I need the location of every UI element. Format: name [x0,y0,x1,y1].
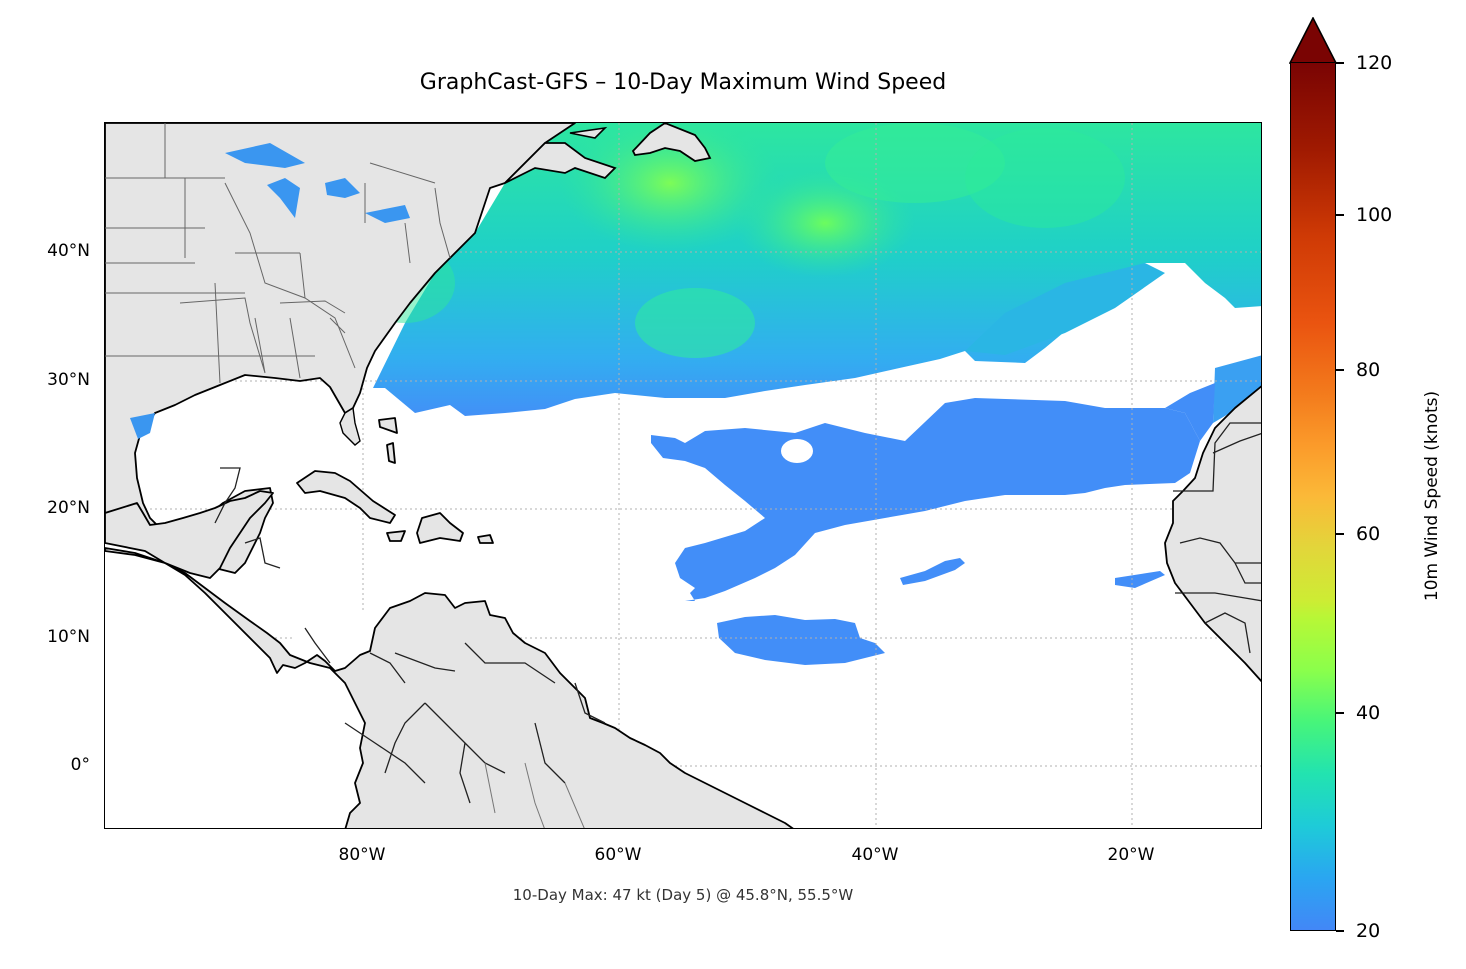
colorbar-tick-40 [1336,712,1344,714]
colorbar-tick-20 [1336,930,1344,932]
colorbar-label-100: 100 [1356,204,1393,226]
land-west-africa [1164,385,1261,683]
caribbean-islands [296,417,494,544]
land-north-america [105,123,712,574]
colorbar-label-60: 60 [1356,523,1381,545]
wind-speed-map [105,123,1261,828]
gridlines [105,123,1261,828]
storm-track-field [355,123,1261,423]
x-tick-80w: 80°W [338,845,386,865]
x-tick-40w: 40°W [851,845,899,865]
colorbar-label-40: 40 [1356,702,1381,724]
colorbar-title: 10m Wind Speed (knots) [1422,390,1442,602]
land-central-south-america [105,467,794,828]
colorbar-extend-arrow [1289,17,1337,64]
colorbar-tick-80 [1336,369,1344,371]
y-tick-30n: 30°N [47,370,90,390]
trade-wind-field [651,383,1215,665]
x-tick-20w: 20°W [1107,845,1155,865]
colorbar-label-20: 20 [1356,920,1381,942]
max-wind-annotation: 10-Day Max: 47 kt (Day 5) @ 45.8°N, 55.5… [512,886,854,904]
y-tick-20n: 20°N [47,498,90,518]
x-tick-60w: 60°W [594,845,642,865]
y-tick-10n: 10°N [47,627,90,647]
colorbar-tick-100 [1336,214,1344,216]
chart-title: GraphCast-GFS – 10-Day Maximum Wind Spee… [419,70,947,95]
colorbar [1290,62,1336,931]
y-tick-0: 0° [70,755,90,775]
colorbar-label-80: 80 [1356,359,1381,381]
colorbar-tick-60 [1336,533,1344,535]
map-panel [104,122,1262,829]
colorbar-label-120: 120 [1356,52,1393,74]
colorbar-tick-120 [1336,62,1344,64]
y-tick-40n: 40°N [47,241,90,261]
